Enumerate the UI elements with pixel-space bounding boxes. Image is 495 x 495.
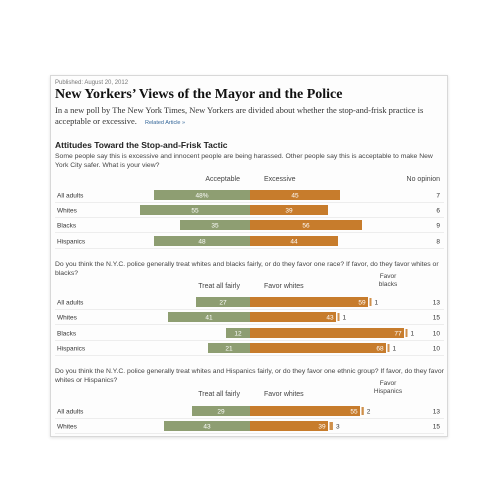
bar-2-2 (329, 422, 333, 430)
category-label: Hispanics (57, 345, 86, 352)
section-title: Attitudes Toward the Stop-and-Frisk Tact… (55, 140, 228, 150)
dek-text: In a new poll by The New York Times, New… (55, 105, 424, 126)
bar-1-0 (208, 343, 250, 353)
extra-column-value: 8 (436, 238, 440, 245)
category-label: Blacks (57, 222, 77, 229)
bar-0-0 (154, 236, 250, 246)
extra-column-value: 15 (433, 423, 441, 430)
series-header-1-0: Treat all fairly (198, 283, 240, 290)
bar-label: 1 (343, 314, 347, 321)
bar-label: 1 (411, 330, 415, 337)
bar-2-0 (164, 421, 250, 431)
bar-2-1 (250, 421, 328, 431)
extra-column-value: 9 (436, 222, 440, 229)
bar-label: 39 (285, 207, 293, 214)
question-3: Do you think the N.Y.C. police generally… (55, 368, 444, 384)
extra-column-value: 13 (433, 408, 441, 415)
series-header-2-2b: Hispanics (374, 388, 403, 395)
bar-1-1 (250, 312, 336, 322)
category-label: All adults (57, 408, 84, 415)
bar-1-1 (250, 328, 404, 338)
bar-label: 39 (318, 423, 326, 430)
published-date: Published: August 20, 2012 (55, 80, 129, 86)
bar-label: 44 (290, 238, 298, 245)
question-2: Do you think the N.Y.C. police generally… (55, 261, 439, 277)
bar-label: 59 (358, 299, 366, 306)
bar-1-1 (250, 343, 386, 353)
bar-0-0 (154, 190, 250, 200)
series-header-0-0: Acceptable (205, 176, 240, 183)
bar-0-0 (180, 220, 250, 230)
bar-1-0 (168, 312, 250, 322)
bar-2-1 (250, 406, 360, 416)
series-header-0-1: Excessive (264, 176, 296, 183)
series-header-1-1: Favor whites (264, 283, 304, 290)
series-header-2-2a: Favor (380, 380, 397, 387)
bar-label: 2 (367, 408, 371, 415)
series-header-2-0: Treat all fairly (198, 391, 240, 398)
bar-2-0 (192, 406, 250, 416)
bar-label: 77 (394, 330, 402, 337)
bar-label: 68 (376, 345, 384, 352)
bar-label: 48% (195, 192, 208, 199)
bar-label: 56 (302, 222, 310, 229)
bar-label: 12 (234, 330, 242, 337)
bar-1-2 (337, 313, 340, 321)
category-label: Blacks (57, 330, 77, 337)
category-label: Hispanics (57, 238, 86, 245)
question-1: Some people say this is excessive and in… (55, 153, 433, 169)
headline: New Yorkers’ Views of the Mayor and the … (55, 87, 343, 102)
bar-label: 1 (393, 345, 397, 352)
bar-1-2 (369, 298, 372, 306)
bar-1-2 (405, 329, 408, 337)
series-header-2-1: Favor whites (264, 391, 304, 398)
related-article-link[interactable]: Related Article » (145, 120, 186, 126)
extra-column-value: 10 (433, 330, 441, 337)
bar-0-1 (250, 190, 340, 200)
bar-label: 43 (203, 423, 211, 430)
category-label: All adults (57, 299, 84, 306)
bar-1-0 (226, 328, 250, 338)
bar-label: 21 (225, 345, 233, 352)
extra-column-value: 6 (436, 207, 440, 214)
article-dek: In a new poll by The New York Times, New… (55, 105, 445, 129)
extra-column-value: 13 (433, 299, 441, 306)
bar-label: 3 (336, 423, 340, 430)
series-header-1-2b: blacks (379, 281, 398, 288)
bar-label: 55 (350, 408, 358, 415)
bar-0-1 (250, 220, 362, 230)
extra-column-header-0: No opinion (407, 176, 441, 183)
bar-1-2 (387, 344, 390, 352)
category-label: Whites (57, 423, 78, 430)
extra-column-value: 15 (433, 314, 441, 321)
bar-label: 48 (198, 238, 206, 245)
category-label: All adults (57, 192, 84, 199)
series-header-1-2a: Favor (380, 273, 397, 280)
bar-0-1 (250, 205, 328, 215)
bar-label: 29 (217, 408, 225, 415)
bar-1-0 (196, 297, 250, 307)
bar-label: 1 (375, 299, 379, 306)
bar-label: 41 (205, 314, 213, 321)
bar-0-1 (250, 236, 338, 246)
extra-column-value: 7 (436, 192, 440, 199)
bar-label: 27 (219, 299, 227, 306)
category-label: Whites (57, 314, 78, 321)
bar-0-0 (140, 205, 250, 215)
bar-2-2 (361, 407, 364, 415)
extra-column-value: 10 (433, 345, 441, 352)
article-card (50, 75, 448, 437)
bar-label: 43 (326, 314, 334, 321)
bar-label: 45 (291, 192, 299, 199)
bar-label: 55 (191, 207, 199, 214)
category-label: Whites (57, 207, 78, 214)
bar-1-1 (250, 297, 368, 307)
bar-label: 35 (211, 222, 219, 229)
